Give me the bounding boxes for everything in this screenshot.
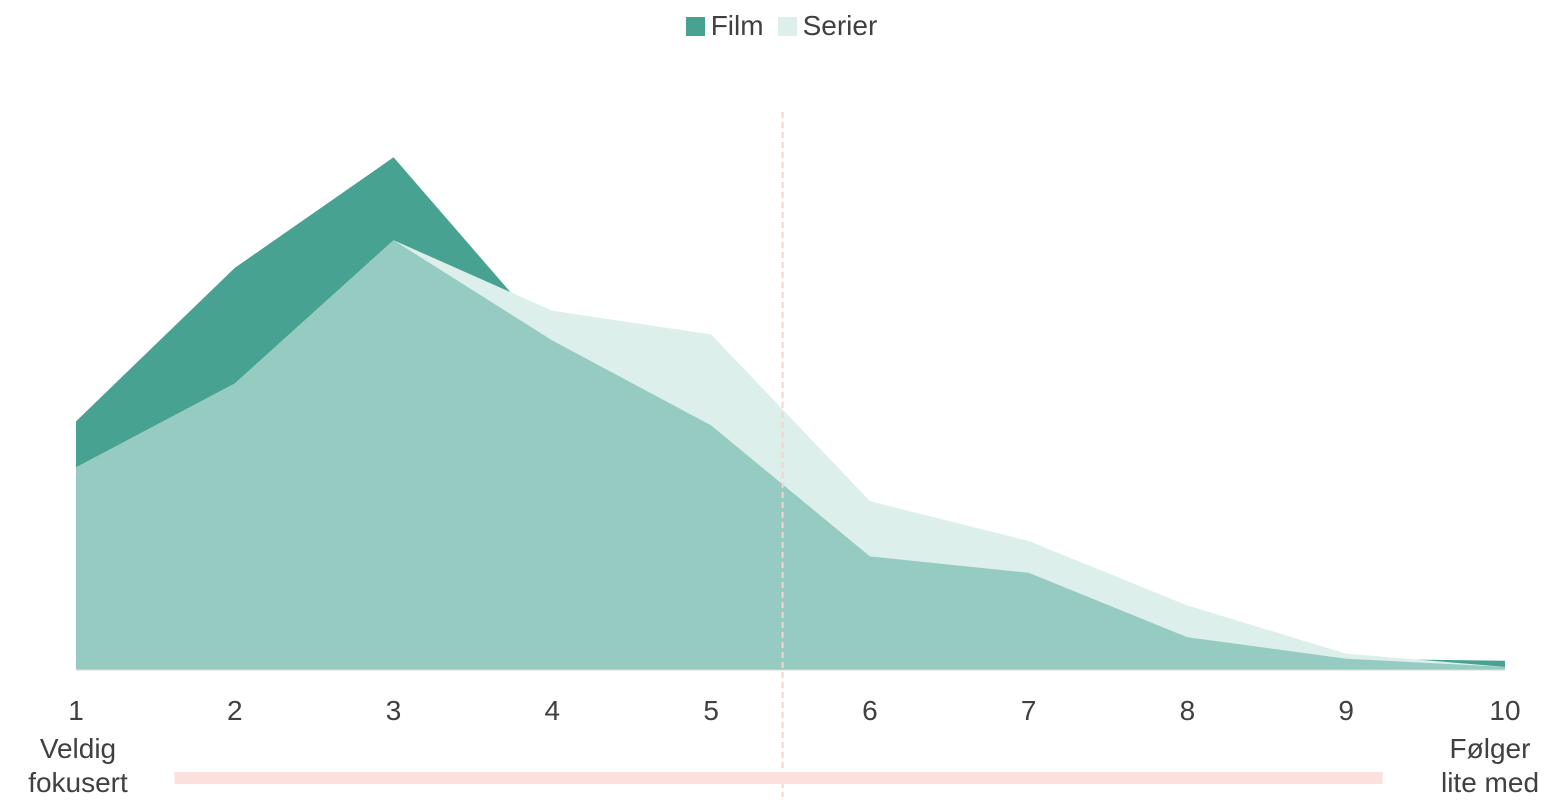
- x-tick-label-6: 6: [862, 695, 878, 726]
- x-tick-label-3: 3: [386, 695, 402, 726]
- scale-label-right-line2: lite med: [1440, 767, 1540, 798]
- x-tick-label-1: 1: [68, 695, 84, 726]
- legend-swatch-film: [685, 16, 705, 36]
- x-tick-label-9: 9: [1338, 695, 1354, 726]
- legend-label-serier: Serier: [802, 10, 878, 41]
- x-tick-label-2: 2: [227, 695, 243, 726]
- x-tick-label-8: 8: [1180, 695, 1196, 726]
- legend-label-film: Film: [710, 10, 764, 41]
- scale-label-left-line2: fokusert: [28, 767, 128, 798]
- scale-label-left: Veldig fokusert: [10, 732, 146, 800]
- scale-label-right: Følger lite med: [1425, 732, 1555, 800]
- legend-swatch-serier: [777, 16, 797, 36]
- scale-label-left-line1: Veldig: [39, 733, 117, 764]
- x-tick-label-10: 10: [1489, 695, 1520, 726]
- x-tick-label-7: 7: [1021, 695, 1037, 726]
- x-tick-label-4: 4: [545, 695, 561, 726]
- x-tick-label-5: 5: [703, 695, 719, 726]
- legend-item-film: Film: [685, 10, 764, 42]
- scale-label-right-line1: Følger: [1449, 733, 1531, 764]
- legend-item-serier: Serier: [777, 10, 878, 42]
- chart-legend: Film Serier: [0, 10, 1563, 42]
- area-overlap: [76, 240, 1505, 670]
- range-bar: [174, 772, 1383, 784]
